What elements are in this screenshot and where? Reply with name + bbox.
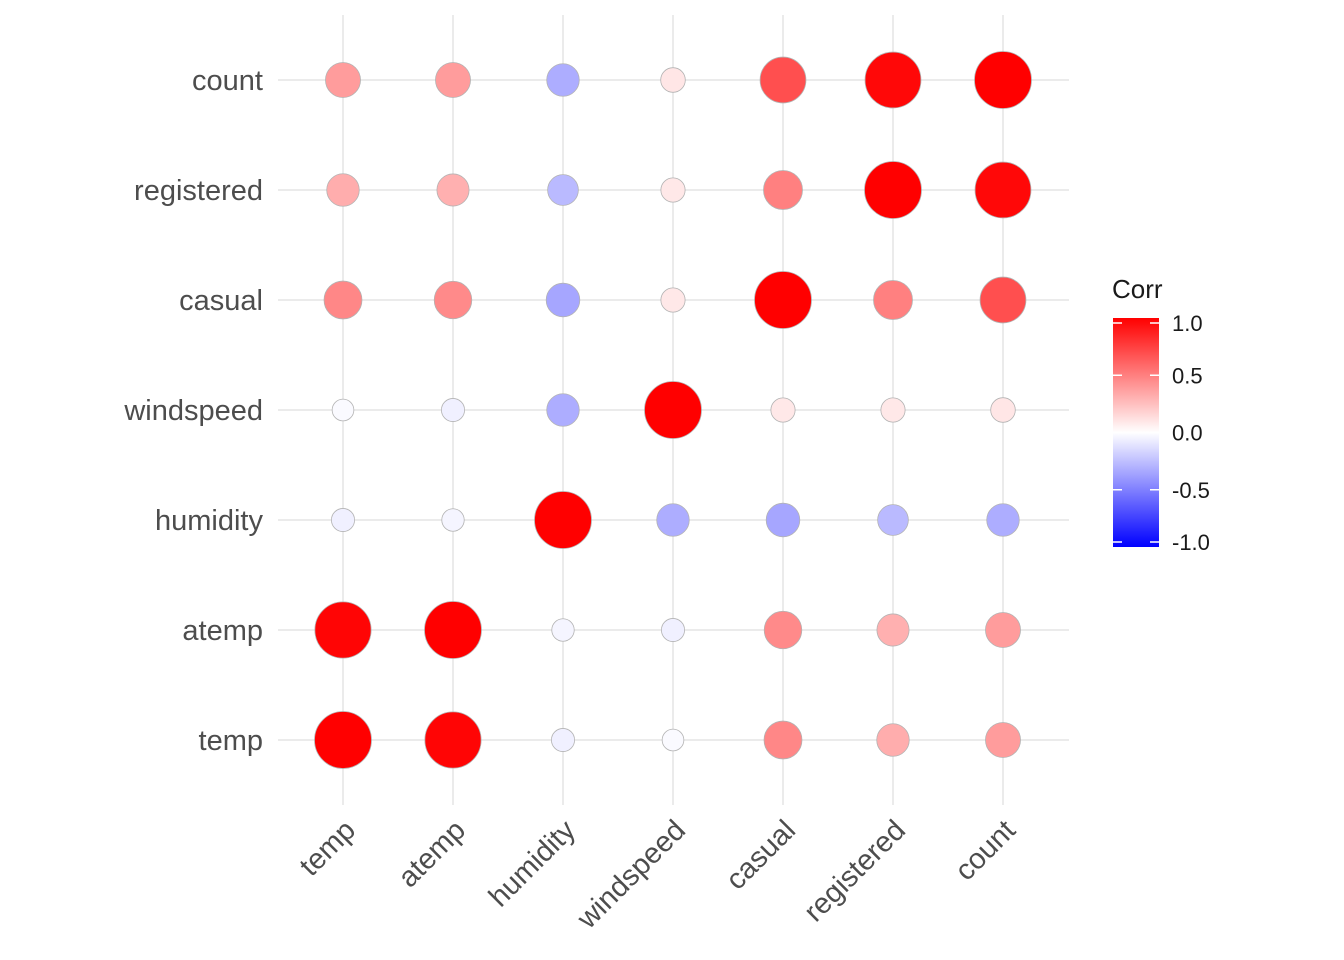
x-tick-label: atemp <box>392 814 472 894</box>
corr-point-registered-temp <box>326 173 360 207</box>
corr-point-count-atemp <box>435 62 471 98</box>
corr-point-windspeed-count <box>990 397 1016 423</box>
corr-point-registered-humidity <box>547 174 579 206</box>
y-tick-label: atemp <box>182 615 263 647</box>
y-tick-label: temp <box>199 725 263 757</box>
y-tick-label: count <box>192 65 263 97</box>
x-tick-label: registered <box>798 814 912 928</box>
corr-point-atemp-temp <box>314 601 372 659</box>
corr-point-windspeed-registered <box>880 397 906 423</box>
y-tick-label: registered <box>134 175 263 207</box>
corr-point-count-windspeed <box>660 67 686 93</box>
corr-point-count-temp <box>325 62 361 98</box>
corr-point-casual-atemp <box>433 280 473 320</box>
legend-title: Corr <box>1112 274 1163 304</box>
x-tick-label: casual <box>720 814 802 896</box>
corr-point-humidity-humidity <box>534 491 592 549</box>
x-tick-label: temp <box>294 814 362 882</box>
corr-point-atemp-count <box>985 612 1021 648</box>
corr-point-casual-casual <box>754 271 812 329</box>
legend-tick-label: -0.5 <box>1172 478 1210 503</box>
corr-point-humidity-registered <box>877 504 909 536</box>
corr-point-atemp-windspeed <box>661 618 685 642</box>
corr-point-temp-windspeed <box>661 728 685 752</box>
y-tick-label: casual <box>179 285 263 317</box>
legend-tick-label: -1.0 <box>1172 530 1210 555</box>
x-tick-label: windspeed <box>571 814 692 935</box>
corr-point-humidity-atemp <box>441 508 465 532</box>
legend-tick-label: 0.0 <box>1172 421 1203 446</box>
corr-point-count-humidity <box>546 63 580 97</box>
corr-point-humidity-count <box>986 503 1020 537</box>
y-axis-labels: temp atemp humidity windspeed casual register… <box>123 65 263 757</box>
y-tick-label: windspeed <box>123 395 263 427</box>
legend: Corr 1.0 0.5 0.0 -0.5 -1.0 <box>1112 274 1210 555</box>
legend-tick-label: 1.0 <box>1172 311 1203 336</box>
corr-point-windspeed-casual <box>770 397 796 423</box>
corr-point-registered-registered <box>864 161 922 219</box>
legend-tick-label: 0.5 <box>1172 363 1203 388</box>
corr-point-windspeed-atemp <box>441 398 465 422</box>
corr-point-temp-humidity <box>551 728 575 752</box>
corr-point-windspeed-humidity <box>546 393 580 427</box>
corr-point-casual-humidity <box>545 282 581 318</box>
corr-point-count-registered <box>864 51 922 109</box>
corr-point-atemp-casual <box>763 610 803 650</box>
corr-point-atemp-registered <box>876 613 910 647</box>
corr-point-casual-registered <box>873 280 913 320</box>
corr-point-temp-count <box>985 722 1021 758</box>
x-tick-label: count <box>949 814 1022 887</box>
corr-point-windspeed-temp <box>331 398 355 422</box>
corr-point-casual-count <box>979 276 1027 324</box>
corr-point-atemp-humidity <box>551 618 575 642</box>
y-tick-label: humidity <box>155 505 263 537</box>
corr-point-registered-count <box>974 161 1032 219</box>
corr-point-windspeed-windspeed <box>644 381 702 439</box>
corr-point-registered-casual <box>763 170 803 210</box>
corr-point-temp-atemp <box>424 711 482 769</box>
corr-point-atemp-atemp <box>424 601 482 659</box>
corr-point-humidity-casual <box>765 502 801 538</box>
corr-point-registered-windspeed <box>660 177 686 203</box>
corr-point-registered-atemp <box>436 173 470 207</box>
corr-point-casual-temp <box>323 280 363 320</box>
corr-point-temp-temp <box>314 711 372 769</box>
corr-point-temp-registered <box>876 723 910 757</box>
corr-point-temp-casual <box>763 720 803 760</box>
correlation-points <box>314 51 1032 769</box>
corr-point-casual-windspeed <box>660 287 686 313</box>
corr-point-humidity-windspeed <box>656 503 690 537</box>
corr-point-count-count <box>974 51 1032 109</box>
x-tick-label: humidity <box>483 814 582 913</box>
legend-ticks: 1.0 0.5 0.0 -0.5 -1.0 <box>1113 311 1210 555</box>
corr-point-count-casual <box>759 56 807 104</box>
corr-point-humidity-temp <box>331 508 355 532</box>
